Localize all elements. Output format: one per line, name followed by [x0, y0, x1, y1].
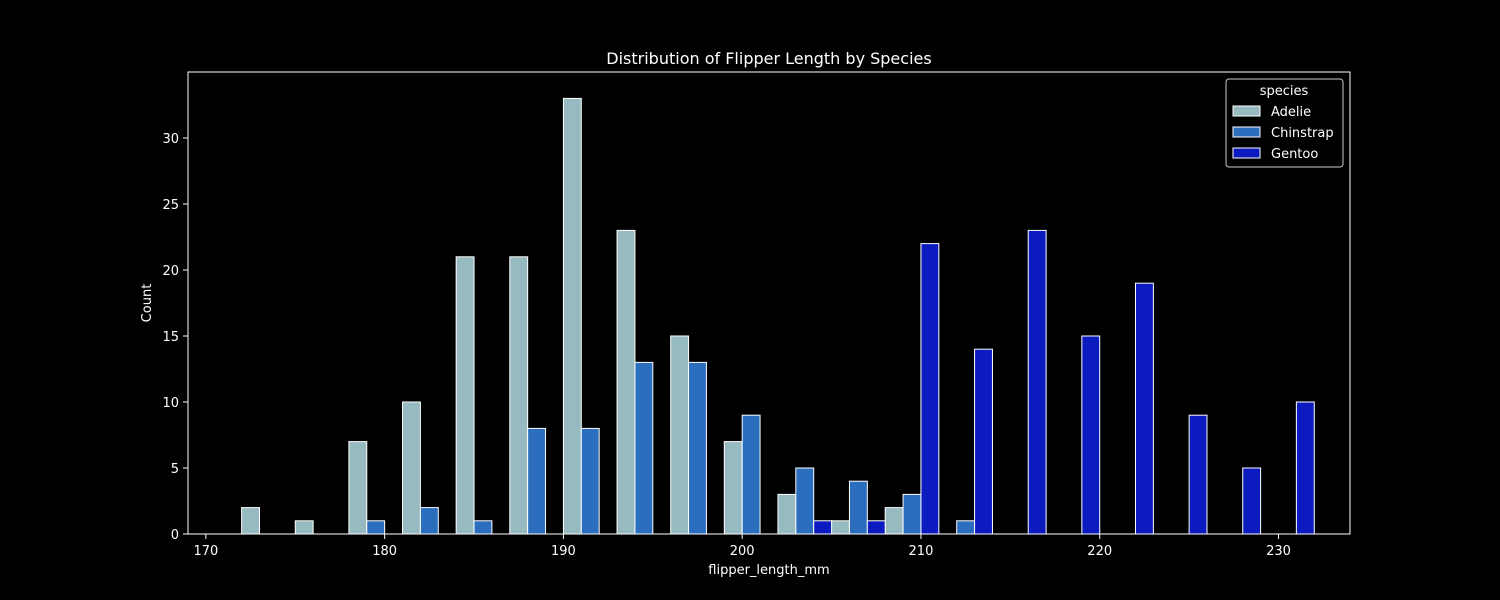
bar-chinstrap-bin-13	[956, 520, 976, 535]
bars-layer	[241, 97, 1315, 535]
legend-box	[1225, 78, 1344, 168]
bar-adelie-bin-7	[616, 229, 636, 535]
y-tick-label: 25	[162, 198, 179, 213]
bar-chinstrap-bin-9	[741, 414, 761, 535]
legend-label-gentoo: Gentoo	[1271, 147, 1318, 162]
bar-chinstrap-bin-12	[902, 493, 922, 535]
y-tick-label: 15	[162, 330, 179, 345]
bar-adelie-bin-1	[294, 520, 314, 535]
bar-gentoo-bin-12	[920, 243, 940, 535]
x-tick-label: 170	[193, 544, 218, 559]
bar-adelie-bin-6	[562, 97, 582, 535]
bar-gentoo-bin-13	[974, 348, 993, 535]
bar-chinstrap-bin-4	[473, 520, 493, 535]
bar-chinstrap-bin-5	[527, 427, 547, 535]
bar-gentoo-bin-14	[1027, 229, 1047, 535]
legend-swatch-gentoo	[1232, 147, 1261, 159]
bar-adelie-bin-3	[402, 401, 421, 535]
legend-title: species	[1260, 84, 1309, 99]
bar-chinstrap-bin-8	[688, 361, 707, 535]
bar-gentoo-bin-19	[1295, 401, 1315, 535]
y-tick-label: 5	[171, 462, 179, 477]
legend-label-adelie: Adelie	[1271, 105, 1311, 120]
bar-chinstrap-bin-7	[634, 361, 654, 535]
x-tick-label: 220	[1087, 544, 1112, 559]
y-tick-label: 0	[171, 528, 179, 543]
bar-gentoo-bin-18	[1242, 467, 1262, 535]
bar-chinstrap-bin-10	[795, 467, 815, 535]
bar-adelie-bin-5	[509, 256, 529, 535]
legend: species Adelie Chinstrap Gentoo	[1225, 78, 1344, 168]
x-axis-label: flipper_length_mm	[708, 563, 829, 578]
bar-adelie-bin-4	[455, 256, 475, 535]
x-tick-label: 230	[1266, 544, 1291, 559]
legend-swatch-adelie	[1232, 105, 1261, 117]
bar-gentoo-bin-10	[813, 520, 833, 535]
bar-gentoo-bin-16	[1134, 282, 1154, 535]
bar-adelie-bin-11	[831, 520, 850, 535]
bar-gentoo-bin-15	[1081, 335, 1101, 535]
bar-chinstrap-bin-11	[848, 480, 868, 535]
x-tick-label: 180	[372, 544, 397, 559]
bar-adelie-bin-9	[723, 441, 743, 535]
bar-gentoo-bin-11	[866, 520, 886, 535]
y-axis: 0 5 10 15 20 25 30	[162, 132, 188, 543]
bar-adelie-bin-10	[777, 493, 797, 535]
y-tick-label: 10	[162, 396, 179, 411]
x-tick-label: 210	[909, 544, 934, 559]
y-axis-label: Count	[140, 284, 155, 323]
chart-title: Distribution of Flipper Length by Specie…	[606, 49, 931, 68]
bar-adelie-bin-8	[670, 335, 690, 535]
x-tick-label: 200	[730, 544, 755, 559]
bar-chinstrap-bin-3	[419, 507, 439, 535]
y-tick-label: 20	[162, 264, 179, 279]
y-tick-label: 30	[162, 132, 179, 147]
bar-chinstrap-bin-2	[366, 520, 386, 535]
legend-swatch-chinstrap	[1232, 126, 1261, 138]
x-tick-label: 190	[551, 544, 576, 559]
legend-label-chinstrap: Chinstrap	[1271, 126, 1334, 141]
bar-gentoo-bin-17	[1188, 414, 1208, 535]
plot-frame	[187, 71, 1351, 535]
x-axis: 170 180 190 200 210 220 230	[193, 534, 1291, 559]
bar-adelie-bin-12	[884, 507, 904, 535]
bar-adelie-bin-0	[241, 507, 261, 535]
bar-chinstrap-bin-6	[580, 427, 600, 535]
bar-adelie-bin-2	[348, 441, 368, 535]
